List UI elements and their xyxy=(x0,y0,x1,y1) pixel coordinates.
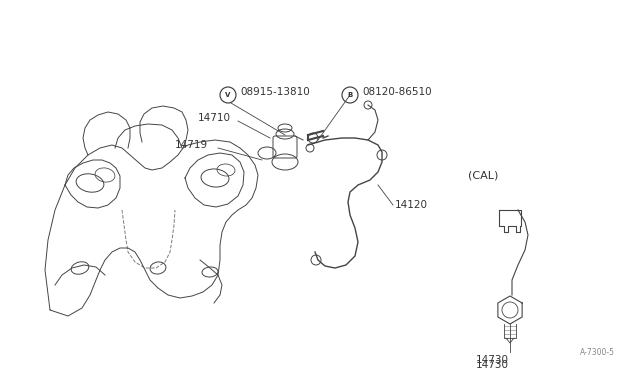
Text: 14719: 14719 xyxy=(175,140,208,150)
Text: A-7300-5: A-7300-5 xyxy=(580,348,615,357)
Text: 14730: 14730 xyxy=(476,355,509,365)
Text: 14710: 14710 xyxy=(198,113,231,123)
Text: (CAL): (CAL) xyxy=(468,170,499,180)
Text: 14730: 14730 xyxy=(476,360,509,370)
Text: 08120-86510: 08120-86510 xyxy=(362,87,431,97)
Text: 08915-13810: 08915-13810 xyxy=(240,87,310,97)
Text: B: B xyxy=(348,92,353,98)
Text: V: V xyxy=(225,92,230,98)
Text: 14120: 14120 xyxy=(395,200,428,210)
